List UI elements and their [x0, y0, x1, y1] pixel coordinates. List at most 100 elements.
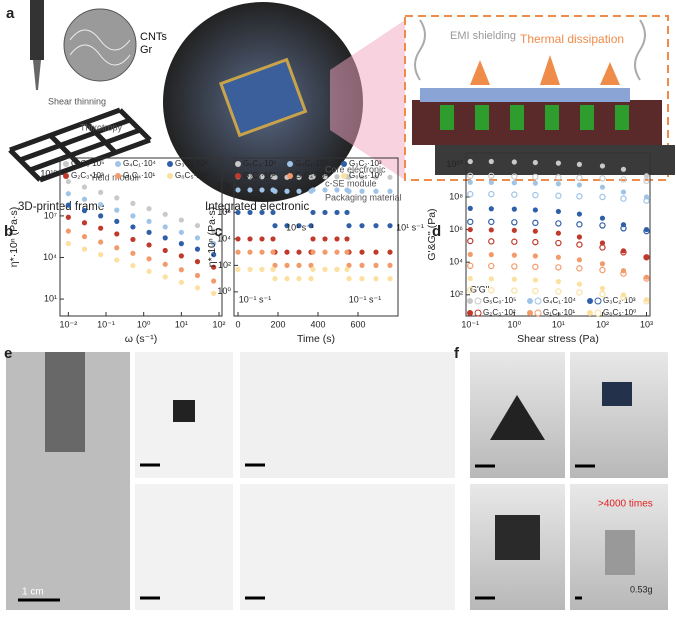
data-point: [532, 277, 538, 283]
x-axis-label: ω (s⁻¹): [125, 333, 157, 345]
data-point: [488, 206, 494, 212]
x-tick-label: 10³: [640, 319, 653, 329]
data-point: [346, 262, 352, 268]
data-point: [620, 166, 627, 172]
data-point: [272, 174, 278, 180]
data-point: [346, 188, 352, 194]
data-point: [194, 222, 201, 229]
legend-label: G₅C₀·10⁵: [71, 159, 104, 168]
data-point: [346, 174, 352, 180]
data-point: [599, 244, 606, 251]
data-point: [270, 209, 276, 216]
callout: Thixotropy: [80, 122, 123, 132]
data-point: [373, 174, 379, 180]
data-point: [146, 229, 152, 235]
data-point: [178, 279, 184, 285]
legend-swatch: [235, 173, 241, 179]
data-point: [488, 262, 495, 270]
data-point: [344, 249, 350, 255]
data-point: [98, 252, 104, 258]
data-point: [284, 223, 290, 229]
data-point: [81, 196, 88, 202]
data-point: [130, 236, 136, 243]
legend-swatch: [341, 173, 347, 179]
data-point: [162, 247, 168, 254]
data-point: [488, 158, 494, 165]
annotation: 10⁻¹ s⁻¹: [239, 294, 272, 304]
x-axis-label: Shear stress (Pa): [517, 333, 599, 345]
data-point: [322, 209, 328, 216]
data-point: [346, 223, 352, 229]
data-point: [576, 161, 583, 167]
plot-frame: [233, 157, 399, 317]
annotation: 10¹ s⁻¹: [286, 222, 314, 232]
data-point: [194, 272, 201, 279]
data-point: [576, 241, 583, 248]
legend-swatch: [341, 161, 347, 167]
data-point: [284, 276, 290, 282]
x-tick-label: 10¹: [175, 319, 188, 329]
data-point: [511, 238, 518, 245]
data-point: [599, 163, 606, 169]
data-point: [259, 266, 265, 272]
data-point: [555, 181, 561, 187]
legend-title: G'G'': [470, 284, 489, 294]
data-point: [259, 236, 265, 242]
y-tick-label: 10¹⁰: [40, 169, 57, 179]
legend-swatch: [587, 310, 593, 316]
data-point: [322, 236, 328, 242]
legend-swatch: [167, 161, 173, 167]
module-label: c-SE module: [325, 178, 377, 188]
data-point: [211, 241, 217, 247]
data-point: [322, 266, 328, 272]
data-point: [334, 187, 340, 193]
data-point: [643, 254, 650, 261]
data-point: [284, 188, 290, 194]
data-point: [344, 266, 350, 272]
data-point: [146, 242, 152, 248]
data-point: [467, 158, 473, 165]
data-point: [620, 294, 627, 301]
data-point: [532, 263, 539, 271]
data-point: [599, 184, 606, 190]
inset-label: Thermal dissipation: [520, 32, 624, 46]
data-point: [488, 276, 494, 282]
data-point: [235, 266, 241, 272]
data-point: [599, 261, 606, 267]
data-point: [511, 219, 518, 226]
y-tick-label: 10¹: [44, 293, 57, 303]
data-point: [620, 176, 627, 183]
data-point: [211, 290, 217, 296]
legend-swatch: [474, 309, 482, 317]
y-tick-label: 10⁷: [44, 210, 57, 220]
y-tick-label: 10⁴: [217, 233, 231, 243]
y-axis-label: η*·10ⁿ (Pa·s): [8, 207, 20, 267]
data-point: [178, 229, 184, 235]
legend-label: G₄C₁·10⁴: [123, 159, 157, 168]
callout: Yield moduli: [90, 172, 139, 182]
y-tick-label: 10⁶: [449, 224, 463, 234]
legend-label: G₁C₄·10¹: [543, 308, 576, 317]
data-point: [114, 195, 120, 201]
annotation: 10⁻¹ s⁻¹: [349, 294, 382, 304]
data-point: [359, 276, 365, 282]
data-point: [98, 189, 104, 195]
data-point: [146, 256, 152, 262]
data-point: [178, 241, 184, 247]
data-point: [373, 276, 379, 282]
panel-label: d: [432, 223, 441, 240]
data-point: [114, 218, 120, 225]
y-axis-label: G'&G'' (Pa): [426, 208, 438, 260]
data-point: [270, 249, 276, 255]
y-tick-label: 10⁰: [217, 286, 231, 296]
data-point: [555, 239, 562, 247]
data-point: [555, 230, 561, 236]
data-point: [162, 211, 168, 217]
x-tick-label: 10²: [213, 319, 226, 329]
legend-label: G₀C₅·10⁰: [175, 171, 208, 180]
module-label: Packaging material: [325, 192, 402, 202]
data-point: [643, 173, 650, 179]
data-point: [511, 287, 518, 294]
data-point: [576, 265, 583, 272]
